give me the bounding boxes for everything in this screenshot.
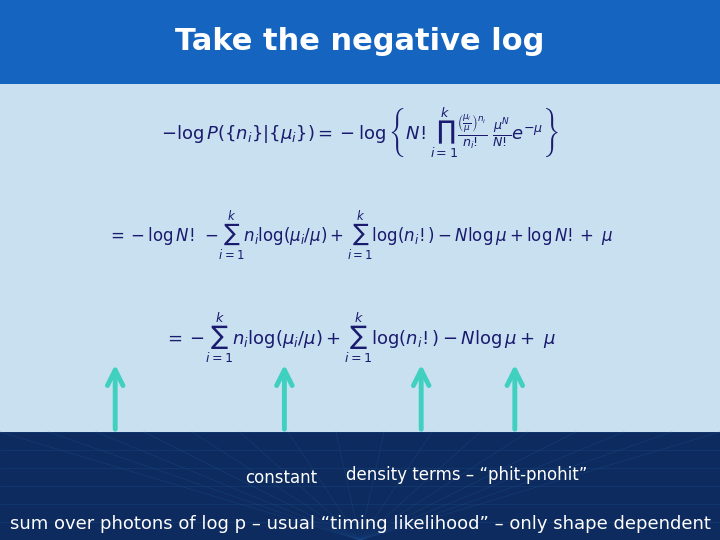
Text: $-\log P(\{n_i\}|\{\mu_i\}) = -\log\left\{ N!\prod_{i=1}^{k}\frac{\left(\frac{\m: $-\log P(\{n_i\}|\{\mu_i\}) = -\log\left… xyxy=(161,105,559,160)
Text: density terms – “phit-pnohit”: density terms – “phit-pnohit” xyxy=(346,466,588,484)
Text: constant: constant xyxy=(245,469,317,487)
Text: $= -\log N!\, -\!\sum_{i=1}^{k}n_i\log(\mu_i/\mu)+\sum_{i=1}^{k}\log(n_i!)-N\log: $= -\log N!\, -\!\sum_{i=1}^{k}n_i\log(\… xyxy=(107,208,613,261)
Text: Take the negative log: Take the negative log xyxy=(175,28,545,56)
FancyBboxPatch shape xyxy=(0,432,720,540)
Text: sum over photons of log p – usual “timing likelihood” – only shape dependent: sum over photons of log p – usual “timin… xyxy=(9,515,711,533)
FancyBboxPatch shape xyxy=(0,0,720,84)
Text: $= -\!\sum_{i=1}^{k}n_i\log(\mu_i/\mu)+\sum_{i=1}^{k}\log(n_i!)-N\log\mu+\;\mu$: $= -\!\sum_{i=1}^{k}n_i\log(\mu_i/\mu)+\… xyxy=(164,310,556,365)
